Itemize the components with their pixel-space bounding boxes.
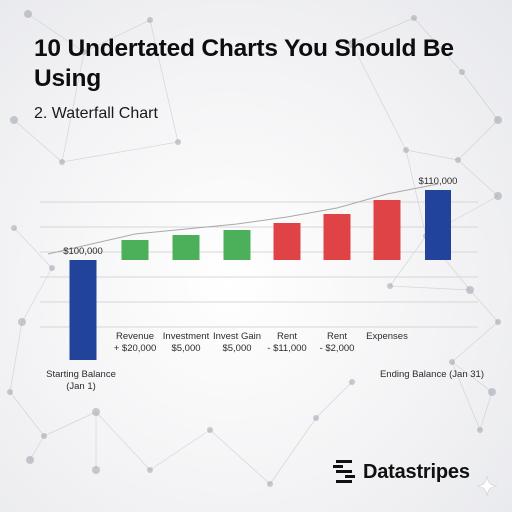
bar-decrease	[273, 223, 301, 260]
bar-increase	[223, 230, 251, 260]
bar-decrease	[323, 214, 351, 260]
brand-name: Datastripes	[363, 460, 470, 483]
sparkle-icon	[477, 476, 497, 496]
data-labels: $100,000 $110,000	[63, 176, 457, 257]
trend-line	[47, 183, 439, 255]
category-labels: Starting Balance(Jan 1) Revenue+ $20,000 I…	[46, 331, 484, 392]
category-label: $5,000	[171, 343, 200, 354]
bar-increase	[121, 240, 149, 260]
category-label: (Jan 1)	[66, 381, 96, 392]
chart-subtitle: 2. Waterfall Chart	[34, 105, 158, 122]
category-label: Expenses	[366, 331, 408, 342]
category-label: $5,000	[222, 343, 251, 354]
brand: Datastripes	[333, 458, 470, 486]
page-title: 10 Undertated Charts You Should Be Using	[34, 35, 454, 92]
category-label: Investment	[163, 331, 210, 342]
bars	[69, 190, 451, 360]
category-label: Rent	[277, 331, 297, 342]
category-label: + $20,000	[114, 343, 157, 354]
data-label: $110,000	[419, 176, 458, 187]
category-label: Ending Balance (Jan 31)	[380, 369, 484, 380]
category-label: Invest Gain	[213, 331, 261, 342]
category-label: Revenue	[116, 331, 154, 342]
bar-total	[425, 190, 451, 260]
datastripes-logo-icon	[333, 460, 355, 483]
bar-decrease	[373, 200, 401, 260]
bar-increase	[172, 235, 200, 260]
data-label: $100,000	[63, 246, 103, 257]
gridlines	[40, 201, 478, 328]
bar-total	[69, 260, 97, 360]
category-label: - $2,000	[320, 343, 355, 354]
category-label: Rent	[327, 331, 347, 342]
category-label: Starting Balance	[46, 369, 116, 380]
category-label: - $11,000	[267, 343, 306, 354]
